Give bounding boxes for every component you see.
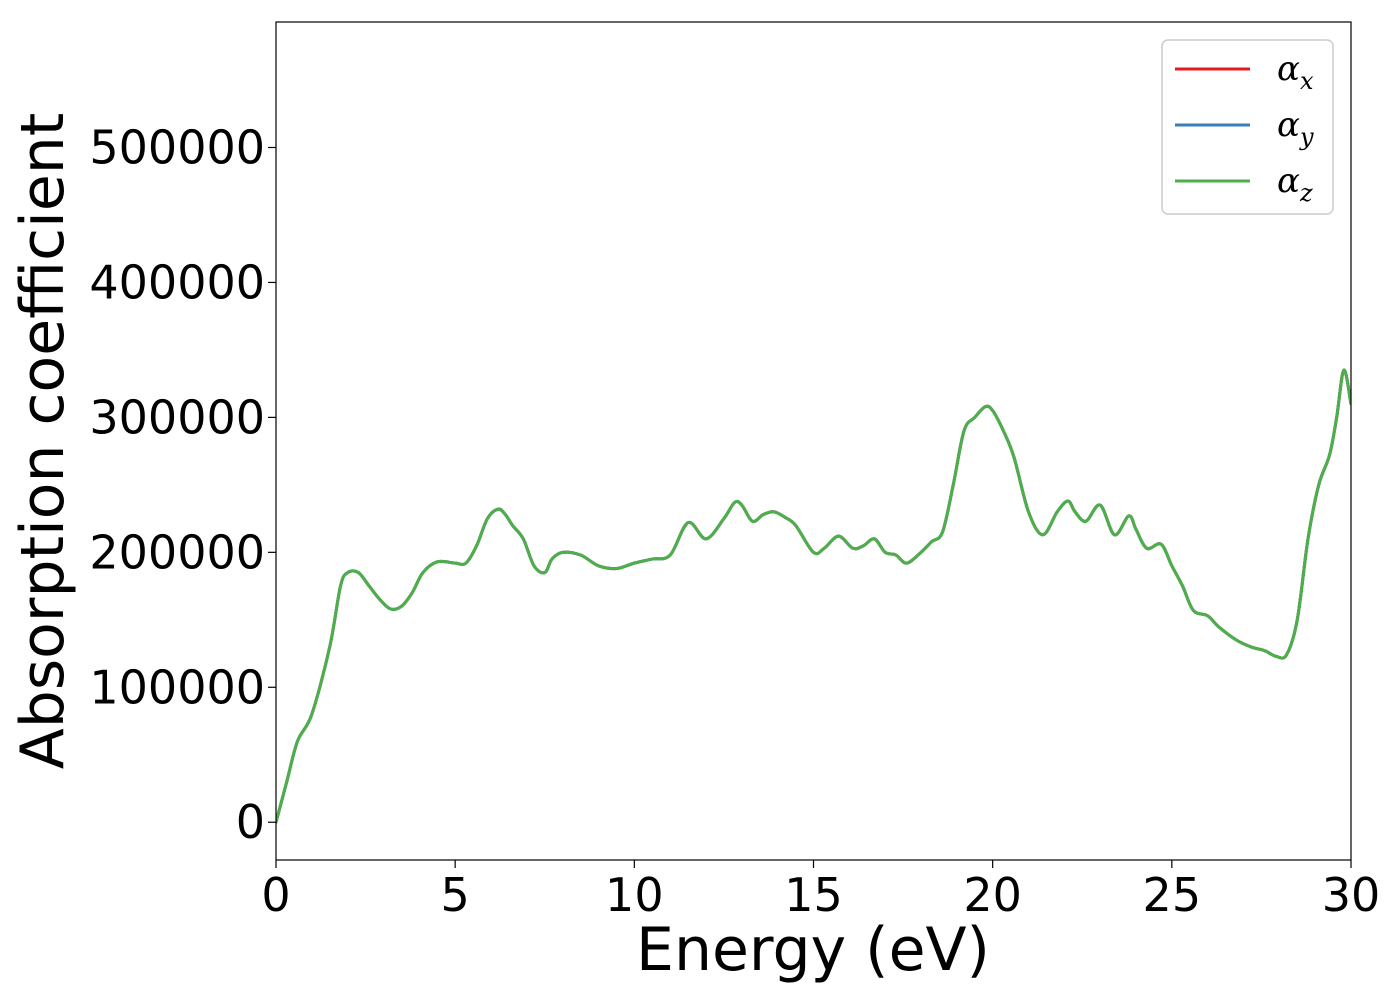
x-tick-label: 25 xyxy=(1143,868,1202,922)
y-tick-label: 200000 xyxy=(89,525,265,579)
series-line-y xyxy=(276,368,1351,824)
series-line-x xyxy=(276,368,1351,824)
y-tick-label: 500000 xyxy=(89,120,265,174)
legend-label-x: αx xyxy=(1277,49,1314,95)
series-line-z xyxy=(276,368,1351,824)
y-tick-label: 0 xyxy=(236,795,265,849)
y-tick-label: 100000 xyxy=(89,660,265,714)
y-axis-ticks: 0 100000 200000 300000 400000 500000 xyxy=(89,120,276,849)
legend: αx αy αz xyxy=(1161,39,1334,215)
x-tick-label: 30 xyxy=(1322,868,1381,922)
x-tick-label: 5 xyxy=(441,868,470,922)
x-axis-ticks: 0 5 10 15 20 25 30 xyxy=(261,860,1380,922)
series-layer xyxy=(276,368,1351,824)
y-tick-label: 400000 xyxy=(89,255,265,309)
legend-label-y: αy xyxy=(1277,105,1314,151)
x-tick-label: 0 xyxy=(261,868,290,922)
y-tick-label: 300000 xyxy=(89,390,265,444)
x-tick-label: 10 xyxy=(605,868,664,922)
y-axis-label: Absorption coefficient xyxy=(8,113,78,770)
legend-label-z: αz xyxy=(1277,161,1313,207)
x-tick-label: 20 xyxy=(963,868,1022,922)
x-axis-label: Energy (eV) xyxy=(636,915,990,985)
legend-box xyxy=(1161,39,1334,215)
x-tick-label: 15 xyxy=(784,868,843,922)
